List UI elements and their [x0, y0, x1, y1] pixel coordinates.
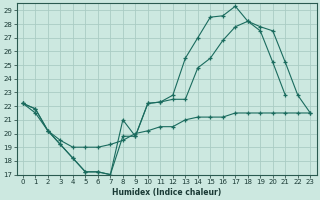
X-axis label: Humidex (Indice chaleur): Humidex (Indice chaleur): [112, 188, 221, 197]
